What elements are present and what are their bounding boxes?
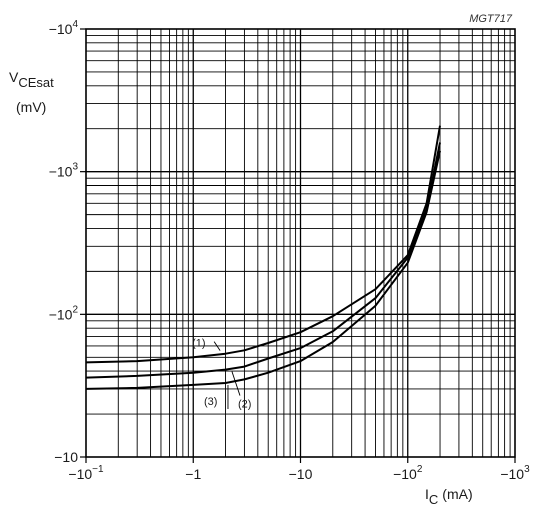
y-axis-unit: (mV) xyxy=(16,99,46,115)
tick-labels: −10−1 −1 −10 −102 −103 −10 −102 −103 −104 xyxy=(49,19,530,482)
y-axis-label-main: V xyxy=(9,69,19,85)
x-tick-label: −102 xyxy=(393,464,423,482)
figure-code: MGT717 xyxy=(469,13,513,25)
x-axis-label-main: I xyxy=(425,486,429,502)
series-line-2 xyxy=(85,142,441,379)
grid-lines xyxy=(86,29,515,457)
series-label-1-leader xyxy=(213,341,221,351)
y-tick-label: −10 xyxy=(54,449,78,465)
y-axis-label: VCEsat xyxy=(9,69,54,90)
x-tick-label: −10−1 xyxy=(68,464,104,482)
x-tick-label: −10 xyxy=(289,466,313,482)
series-label-1: (1) xyxy=(192,338,205,350)
y-axis-label-sub: CEsat xyxy=(18,75,54,90)
y-tick-label: −103 xyxy=(49,162,79,180)
series-line-3 xyxy=(85,150,441,390)
x-axis-label-unit: (mA) xyxy=(442,486,472,502)
series-label-3: (3) xyxy=(204,396,217,408)
x-tick-label: −1 xyxy=(185,466,201,482)
y-tick-label: −102 xyxy=(49,304,79,322)
series-label-2: (2) xyxy=(238,399,251,411)
x-tick-label: −103 xyxy=(500,464,530,482)
x-axis-label-sub: C xyxy=(429,492,438,507)
series-label-2-leader xyxy=(231,371,241,396)
y-tick-label: −104 xyxy=(49,19,79,37)
series-line-1 xyxy=(85,125,441,364)
x-axis-label: IC (mA) xyxy=(425,486,473,507)
series-layer: (1) (2) (3) xyxy=(85,125,441,411)
